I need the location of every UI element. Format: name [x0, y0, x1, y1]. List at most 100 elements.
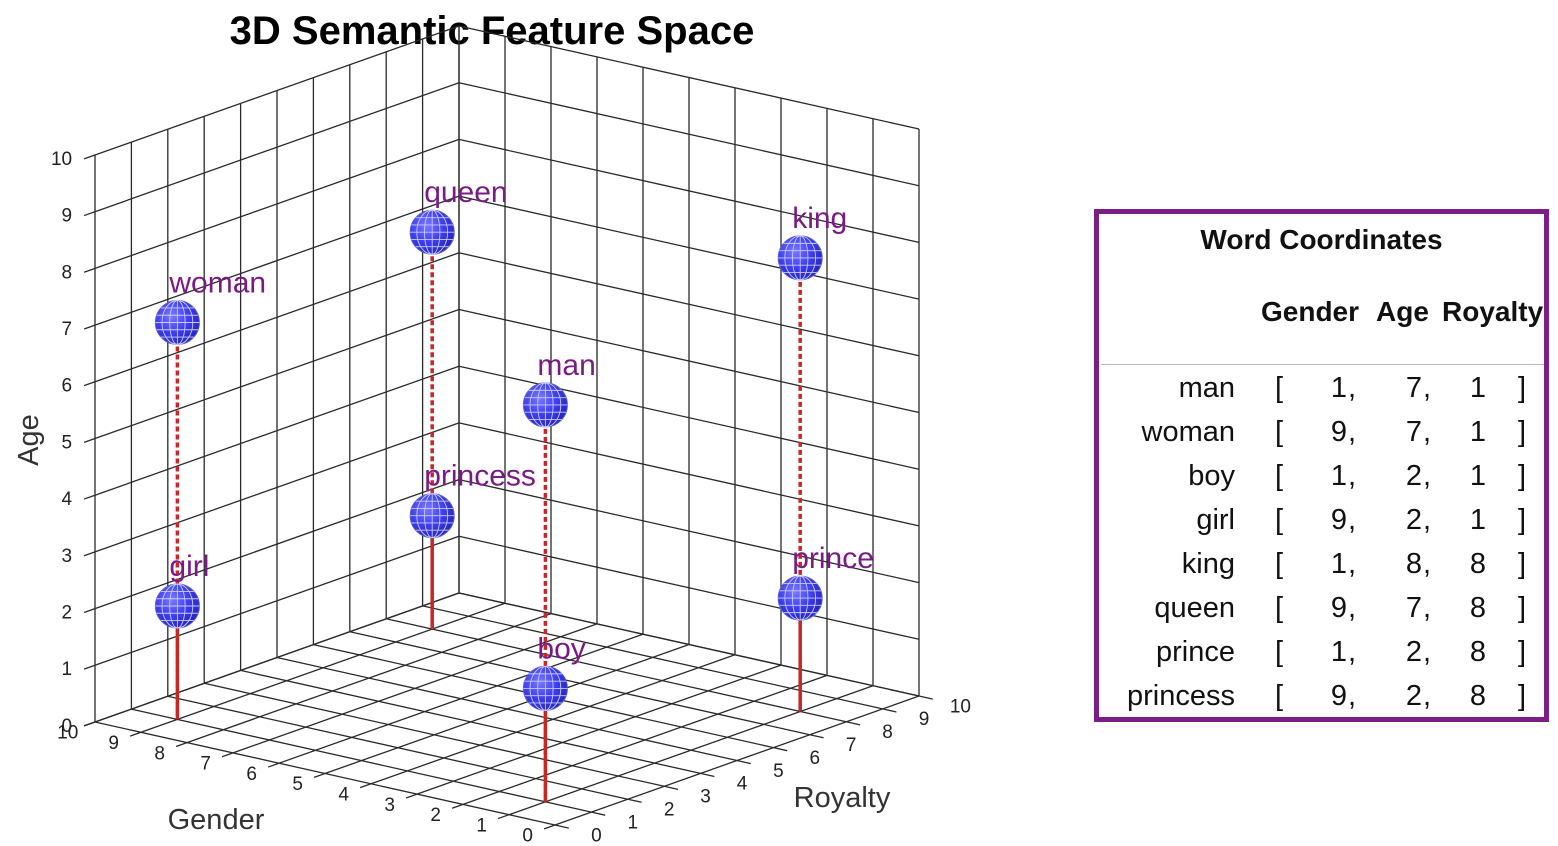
z-tick-label: 7: [62, 319, 73, 340]
z-tick-mark: [83, 551, 96, 557]
age-value: 7: [1405, 372, 1422, 404]
floor-grid-line: [204, 682, 665, 787]
close-bracket: ]: [1518, 592, 1527, 624]
side-wall-grid-line: [94, 252, 460, 383]
comma: ,: [1348, 460, 1357, 492]
age-value: 8: [1405, 548, 1422, 580]
x-tick-mark: [267, 762, 280, 768]
row-word: prince: [1156, 636, 1235, 668]
z-tick-label: 4: [62, 489, 73, 510]
x-tick-label: 1: [476, 815, 487, 836]
z-tick-mark: [83, 324, 96, 330]
age-value: 2: [1405, 636, 1422, 668]
back-wall-grid-line: [458, 82, 920, 187]
y-tick-mark: [591, 811, 606, 816]
open-bracket: [: [1275, 548, 1284, 580]
point-prince: prince: [777, 542, 874, 621]
age-value: 7: [1405, 592, 1422, 624]
x-tick-label: 5: [292, 774, 303, 795]
z-tick-mark: [83, 154, 96, 160]
royalty-value: 1: [1469, 372, 1486, 404]
back-wall-grid-line: [458, 308, 920, 414]
back-wall-grid-line: [458, 252, 920, 357]
x-tick-label: 0: [522, 826, 533, 846]
point-princess: princess: [409, 460, 536, 539]
x-tick-label: 8: [154, 743, 165, 764]
y-tick-mark: [554, 824, 569, 829]
header-divider: [1101, 364, 1544, 365]
back-wall-grid-line: [458, 195, 920, 300]
close-bracket: ]: [1518, 504, 1527, 536]
floor-grid-line: [240, 669, 701, 775]
side-wall-grid-line: [94, 82, 460, 213]
z-tick-label: 1: [62, 659, 73, 680]
y-tick-mark: [809, 734, 824, 739]
comma: ,: [1423, 416, 1432, 448]
table-row: girl[9, 2, 1]: [1099, 504, 1544, 548]
x-tick-label: 9: [108, 733, 119, 754]
z-tick-mark: [83, 381, 96, 387]
chart-title: 3D Semantic Feature Space: [230, 9, 755, 53]
comma: ,: [1348, 416, 1357, 448]
x-tick-mark: [451, 803, 464, 809]
side-wall-grid-line: [94, 422, 460, 553]
row-word: boy: [1188, 460, 1235, 492]
floor-grid-line: [276, 656, 738, 762]
y-tick-label: 8: [882, 722, 893, 743]
back-wall-grid-line: [458, 365, 920, 470]
z-tick-label: 3: [62, 546, 73, 567]
point-label: girl: [169, 550, 209, 583]
point-label: princess: [424, 460, 536, 493]
y-tick-mark: [736, 759, 751, 765]
point-label: man: [537, 349, 595, 382]
z-tick-mark: [83, 211, 96, 217]
point-label: queen: [424, 176, 507, 209]
table-row: man[1, 7, 1]: [1099, 372, 1544, 416]
z-tick-mark: [83, 664, 96, 670]
gender-value: 9: [1330, 592, 1347, 624]
point-king: king: [777, 202, 847, 281]
point-label: boy: [537, 632, 585, 665]
y-tick-label: 4: [737, 774, 748, 795]
header-royalty: Royalty: [1442, 296, 1544, 327]
z-tick-mark: [83, 721, 96, 727]
comma: ,: [1423, 548, 1432, 580]
floor-grid-line: [422, 605, 883, 710]
table-row: queen[9, 7, 8]: [1099, 592, 1544, 636]
header-age: Age: [1376, 296, 1429, 327]
royalty-value: 8: [1469, 680, 1486, 712]
open-bracket: [: [1275, 680, 1284, 712]
word-coordinates-table: Word Coordinates Gender Age Royalty man […: [1094, 209, 1549, 722]
gender-value: 1: [1330, 372, 1347, 404]
z-tick-label: 5: [62, 432, 73, 453]
floor-grid-line: [167, 695, 628, 800]
y-tick-label: 0: [591, 825, 602, 846]
y-tick-mark: [627, 798, 642, 803]
point-label: woman: [168, 267, 266, 300]
comma: ,: [1423, 592, 1432, 624]
x-tick-mark: [405, 793, 418, 799]
open-bracket: [: [1275, 460, 1284, 492]
close-bracket: ]: [1518, 460, 1527, 492]
floor-grid-line: [386, 618, 847, 723]
y-tick-mark: [664, 785, 679, 791]
comma: ,: [1348, 548, 1357, 580]
point-label: prince: [792, 542, 874, 575]
side-wall-grid-line: [94, 195, 460, 326]
y-tick-mark: [882, 708, 897, 713]
table-title: Word Coordinates: [1200, 224, 1443, 255]
y-tick-label: 6: [810, 748, 821, 769]
gender-value: 1: [1330, 636, 1347, 668]
x-tick-label: 6: [246, 764, 257, 785]
x-tick-mark: [221, 752, 234, 758]
close-bracket: ]: [1518, 416, 1527, 448]
z-tick-mark: [83, 607, 96, 614]
open-bracket: [: [1275, 636, 1284, 668]
y-tick-label: 3: [700, 787, 711, 808]
open-bracket: [: [1275, 416, 1284, 448]
age-value: 2: [1405, 680, 1422, 712]
row-word: man: [1178, 372, 1235, 404]
side-wall-grid-line: [94, 25, 460, 156]
comma: ,: [1423, 636, 1432, 668]
z-tick-mark: [83, 494, 96, 500]
